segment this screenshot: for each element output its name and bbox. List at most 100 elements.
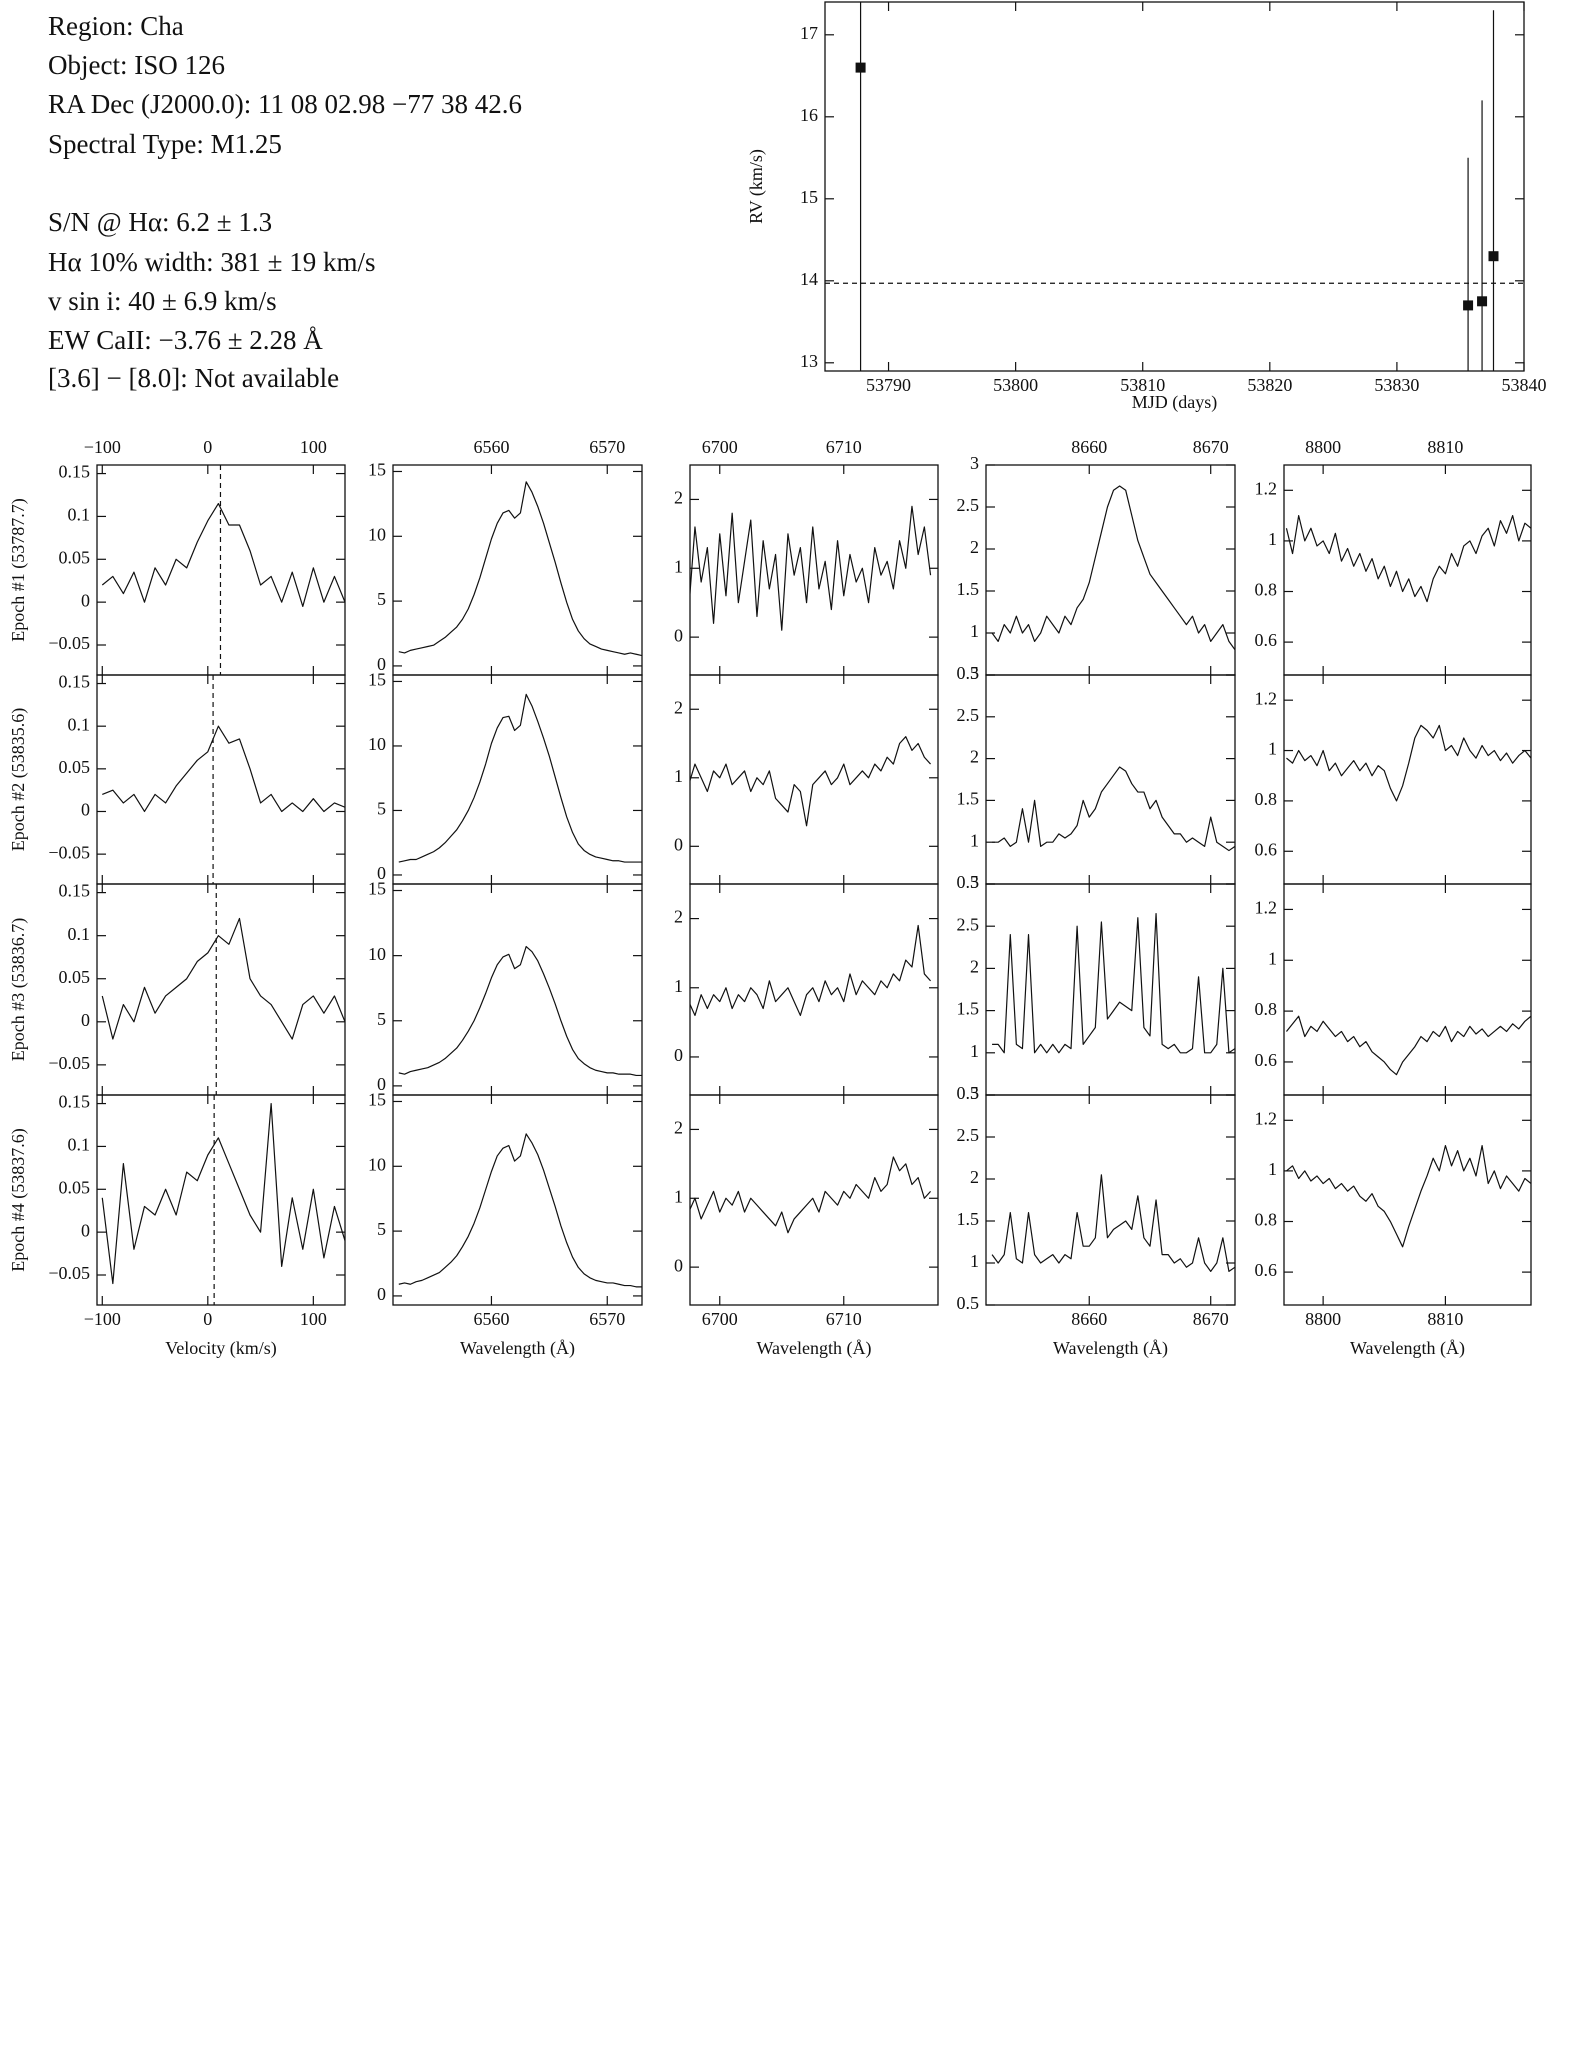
panel-frame bbox=[392, 883, 643, 1096]
x-axis-label: Wavelength (Å) bbox=[756, 1338, 871, 1359]
panel-frame bbox=[96, 1094, 346, 1306]
y-tick-label: 1.5 bbox=[957, 789, 980, 809]
x-tick-label: 0 bbox=[203, 437, 212, 457]
x-tick-label: 8810 bbox=[1427, 437, 1463, 457]
x-tick-label: 6570 bbox=[589, 1309, 625, 1329]
y-tick-label: 10 bbox=[368, 1154, 386, 1174]
y-tick-label: 0.1 bbox=[68, 714, 91, 734]
info-line: Hα 10% width: 381 ± 19 km/s bbox=[48, 247, 375, 277]
plot-area bbox=[992, 912, 1235, 1054]
spectrum-line bbox=[101, 1102, 345, 1285]
y-tick-label: 0.05 bbox=[59, 757, 91, 777]
y-tick-label: 0.5 bbox=[957, 1293, 980, 1313]
epoch-label: Epoch #3 (53836.7) bbox=[8, 918, 29, 1061]
x-tick-label: 6710 bbox=[826, 1309, 862, 1329]
plot-area bbox=[690, 1156, 932, 1234]
info-line: v sin i: 40 ± 6.9 km/s bbox=[48, 286, 277, 316]
y-tick-label: −0.05 bbox=[48, 633, 90, 653]
x-tick-label: 6560 bbox=[473, 437, 509, 457]
y-tick-label: 0 bbox=[81, 800, 90, 820]
y-tick-label: 0.1 bbox=[68, 505, 91, 525]
info-line: RA Dec (J2000.0): 11 08 02.98 −77 38 42.… bbox=[48, 89, 522, 119]
y-tick-label: 0.15 bbox=[59, 462, 91, 482]
y-tick-label: 2 bbox=[970, 957, 979, 977]
x-tick-label: 6710 bbox=[826, 437, 862, 457]
spectrum-line bbox=[690, 736, 932, 827]
rv-point bbox=[1477, 296, 1488, 307]
y-tick-label: 3 bbox=[970, 872, 979, 892]
spectrum-line bbox=[1285, 1015, 1531, 1076]
plot-area bbox=[690, 736, 932, 827]
y-tick-label: 2 bbox=[970, 1167, 979, 1187]
y-tick-label: 1 bbox=[674, 1186, 683, 1206]
plot-area bbox=[398, 693, 642, 863]
y-tick-label: 0.6 bbox=[1255, 1260, 1278, 1280]
x-tick-label: 0 bbox=[203, 1309, 212, 1329]
y-tick-label: −0.05 bbox=[48, 842, 90, 862]
x-tick-label: 8660 bbox=[1071, 1309, 1107, 1329]
y-tick-label: 0.15 bbox=[59, 672, 91, 692]
x-tick-label: 6700 bbox=[702, 1309, 738, 1329]
y-tick-label: 2 bbox=[674, 488, 683, 508]
panel-frame bbox=[392, 1094, 643, 1306]
x-tick-label: −100 bbox=[84, 1309, 121, 1329]
panel-frame bbox=[392, 464, 643, 676]
spectrum-line bbox=[690, 924, 932, 1017]
y-tick-label: 0.8 bbox=[1255, 789, 1278, 809]
spectrum-line bbox=[101, 917, 345, 1040]
y-tick-label: 2.5 bbox=[957, 705, 980, 725]
plot-area bbox=[1286, 1145, 1531, 1248]
x-axis-label: Wavelength (Å) bbox=[1053, 1338, 1168, 1359]
spectrum-line bbox=[992, 766, 1235, 852]
x-tick-label: 53800 bbox=[993, 375, 1038, 395]
y-tick-label: 0 bbox=[81, 1010, 90, 1030]
spectrum-line bbox=[991, 485, 1235, 651]
y-tick-label: 0.15 bbox=[59, 1092, 91, 1112]
info-line: Region: Cha bbox=[48, 11, 184, 41]
y-tick-label: 10 bbox=[368, 734, 386, 754]
panel-frame bbox=[985, 464, 1236, 676]
y-tick-label: 1.2 bbox=[1255, 688, 1278, 708]
y-tick-label: 1.5 bbox=[957, 579, 980, 599]
panel-frame bbox=[1283, 464, 1532, 676]
spectrum-line bbox=[1286, 724, 1531, 802]
x-tick-label: 8810 bbox=[1427, 1309, 1463, 1329]
panel-frame bbox=[1283, 674, 1532, 885]
y-tick-label: 0.5 bbox=[957, 663, 980, 683]
y-tick-label: 2 bbox=[970, 537, 979, 557]
x-axis-label: Velocity (km/s) bbox=[165, 1338, 276, 1359]
plot-area bbox=[991, 485, 1235, 651]
x-tick-label: 6560 bbox=[473, 1309, 509, 1329]
x-tick-label: 8800 bbox=[1305, 437, 1341, 457]
y-tick-label: 2 bbox=[674, 1118, 683, 1138]
y-tick-label: 5 bbox=[377, 1219, 386, 1239]
epoch-label: Epoch #4 (53837.6) bbox=[8, 1128, 29, 1271]
y-tick-label: 1 bbox=[674, 976, 683, 996]
spectrum-line bbox=[398, 481, 642, 657]
spectrum-line bbox=[1285, 515, 1531, 603]
plot-area bbox=[101, 465, 345, 675]
panel-frame bbox=[689, 1094, 939, 1306]
y-tick-label: 0.6 bbox=[1255, 1050, 1278, 1070]
y-tick-label: 0.15 bbox=[59, 881, 91, 901]
y-tick-label: 0 bbox=[377, 1284, 386, 1304]
x-tick-label: 100 bbox=[300, 1309, 327, 1329]
panel-frame bbox=[689, 464, 939, 676]
plot-area bbox=[398, 481, 642, 657]
x-tick-label: 53790 bbox=[866, 375, 911, 395]
y-tick-label: 2.5 bbox=[957, 1125, 980, 1145]
plot-area bbox=[398, 1133, 642, 1288]
info-line: EW CaII: −3.76 ± 2.28 Å bbox=[48, 325, 323, 355]
y-tick-label: 0 bbox=[674, 834, 683, 854]
y-tick-label: 0.5 bbox=[957, 1083, 980, 1103]
y-tick-label: 1.5 bbox=[957, 999, 980, 1019]
spectrum-line bbox=[398, 945, 642, 1077]
plot-area bbox=[1286, 724, 1531, 802]
y-tick-label: 1 bbox=[1268, 739, 1277, 759]
y-tick-label: 15 bbox=[368, 1090, 386, 1110]
plot-area bbox=[690, 924, 932, 1017]
epoch-label: Epoch #1 (53787.7) bbox=[8, 498, 29, 641]
y-tick-label: 3 bbox=[970, 1083, 979, 1103]
y-tick-label: 0.1 bbox=[68, 1135, 91, 1155]
